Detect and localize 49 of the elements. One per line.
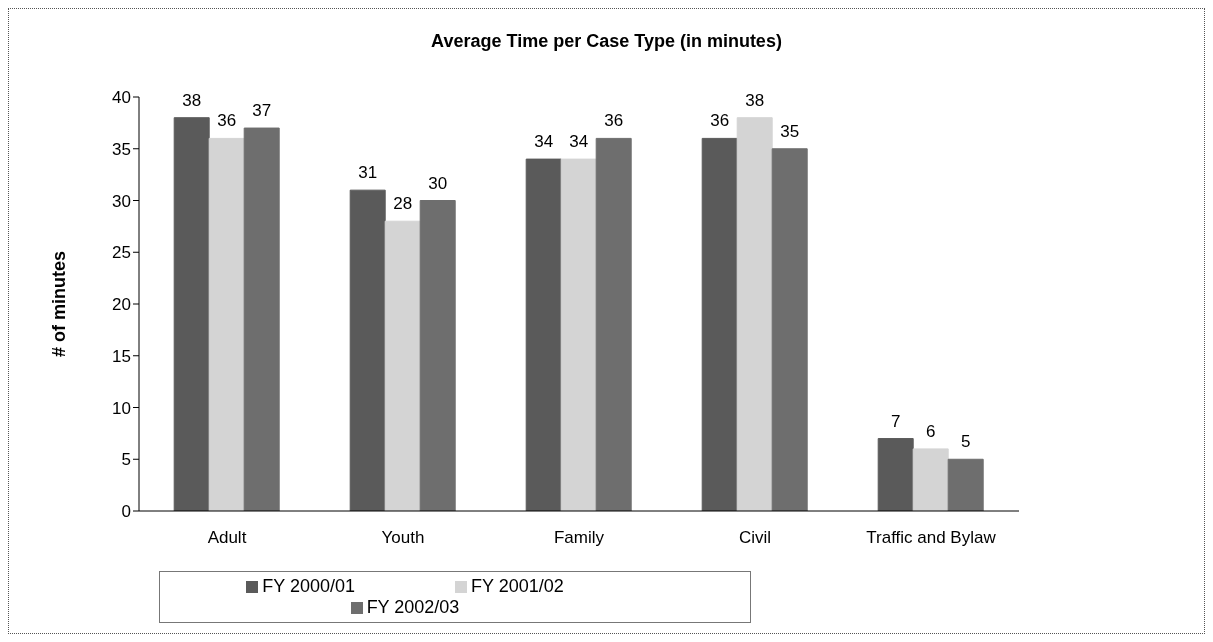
- bar: [208, 137, 245, 511]
- x-tick-label: Family: [553, 528, 605, 548]
- y-tick-label: 0: [121, 502, 131, 522]
- bar: [173, 117, 210, 511]
- data-label: 35: [780, 121, 800, 141]
- bar: [560, 158, 597, 511]
- data-label: 30: [428, 173, 448, 193]
- data-label: 38: [745, 90, 765, 110]
- x-tick-label: Traffic and Bylaw: [866, 528, 997, 548]
- data-label: 5: [960, 432, 971, 452]
- bar: [243, 127, 280, 511]
- legend-label: FY 2001/02: [471, 576, 564, 596]
- data-label: 34: [569, 132, 589, 152]
- bar: [525, 158, 562, 511]
- data-label: 31: [358, 163, 378, 183]
- bar: [947, 458, 984, 511]
- data-label: 38: [182, 90, 202, 110]
- bar: [419, 200, 456, 511]
- bar: [384, 220, 421, 511]
- bar: [349, 189, 386, 511]
- bar: [877, 438, 914, 511]
- data-label: 36: [604, 111, 624, 131]
- bar: [912, 448, 949, 511]
- data-label: 28: [393, 194, 413, 214]
- y-tick-label: 40: [112, 88, 131, 108]
- bar: [736, 117, 773, 511]
- y-tick-label: 15: [112, 346, 131, 366]
- legend-label: FY 2000/01: [262, 576, 355, 596]
- x-tick-label: Civil: [738, 528, 772, 548]
- y-axis-title: # of minutes: [49, 250, 70, 358]
- y-tick-label: 20: [112, 295, 131, 315]
- bar: [771, 148, 808, 511]
- data-label: 34: [534, 132, 554, 152]
- y-tick-label: 35: [112, 139, 131, 159]
- chart-title: Average Time per Case Type (in minutes): [430, 31, 783, 52]
- bar: [595, 137, 632, 511]
- data-label: 7: [890, 411, 901, 431]
- y-tick-label: 5: [121, 450, 131, 470]
- data-label: 36: [710, 111, 730, 131]
- x-tick-label: Adult: [207, 528, 247, 548]
- data-label: 36: [217, 111, 237, 131]
- data-label: 37: [252, 101, 272, 121]
- data-label: 6: [925, 421, 936, 441]
- legend-label: FY 2002/03: [366, 597, 460, 617]
- x-tick-label: Youth: [381, 528, 425, 548]
- bar: [701, 137, 738, 511]
- y-tick-label: 30: [112, 191, 131, 211]
- y-tick-label: 10: [112, 398, 131, 418]
- y-tick-label: 25: [112, 243, 131, 263]
